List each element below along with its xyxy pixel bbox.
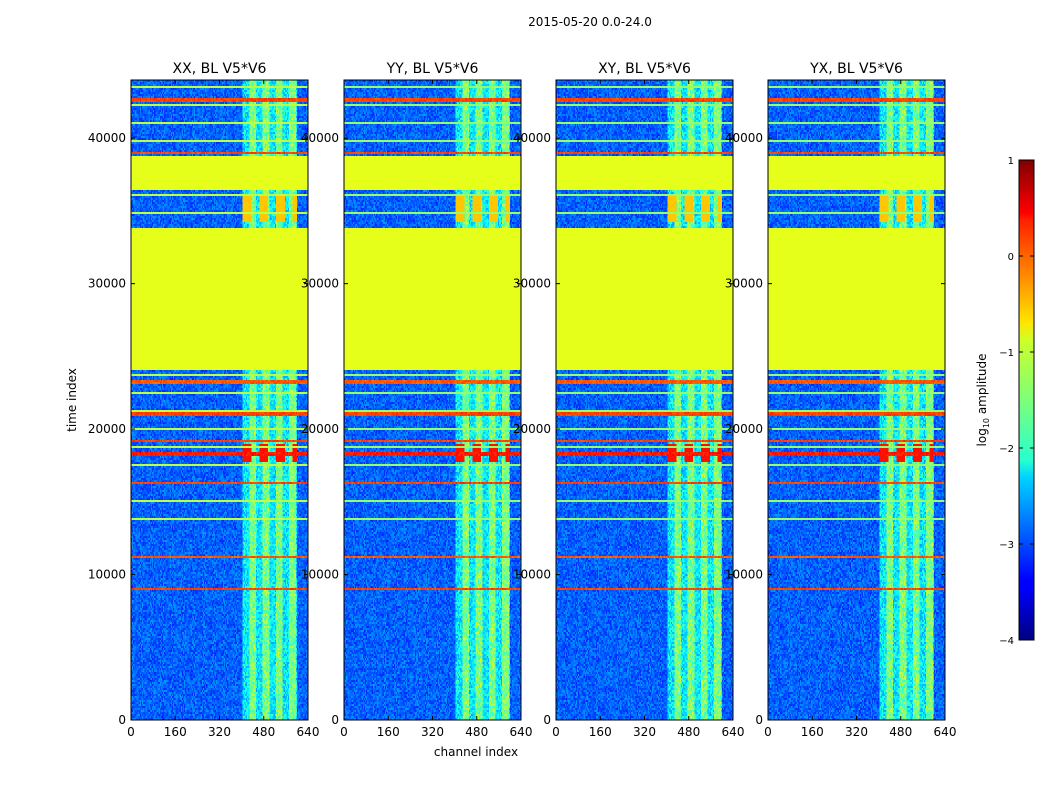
y-tick-label: 10000 [513,568,551,582]
y-axis-label: time index [65,368,79,432]
y-tick-label: 0 [543,713,551,727]
heatmap-yy [344,80,521,720]
x-tick-label: 320 [845,725,868,739]
y-tick-label: 30000 [88,277,126,291]
panel-yy: YY, BL V5*V6 0 160 320 480 640 0 10000 20000 3000… [301,61,533,739]
panel-xx: XX, BL V5*V6 0 160 320 480 640 0 10000 20000 3000… [88,61,320,739]
y-tick-label: 0 [755,713,763,727]
x-tick-label: 640 [722,725,745,739]
colorbar-tick-label: 0 [1008,252,1014,263]
figure-title: 2015-05-20 0.0-24.0 [528,15,652,29]
colorbar-label-rest: amplitude [975,354,989,418]
x-tick-label: 320 [633,725,656,739]
y-tick-label: 40000 [301,131,339,145]
x-tick-label: 160 [377,725,400,739]
y-tick-label: 0 [118,713,126,727]
x-tick-label: 0 [340,725,348,739]
colorbar-tick-label: −1 [999,348,1014,359]
panel-title: XY, BL V5*V6 [598,61,691,77]
panel-title: YX, BL V5*V6 [809,61,903,77]
y-tick-label: 10000 [301,568,339,582]
colorbar-gradient [1018,159,1035,641]
y-tick-label: 40000 [88,131,126,145]
y-tick-label: 20000 [301,422,339,436]
panel-xy: XY, BL V5*V6 0 160 320 480 640 0 10000 20000 3000… [513,61,745,739]
x-tick-label: 0 [764,725,772,739]
x-tick-label: 640 [934,725,957,739]
x-tick-label: 0 [127,725,135,739]
colorbar-label-main: log [975,428,989,446]
x-tick-label: 160 [164,725,187,739]
y-tick-label: 40000 [513,131,551,145]
colorbar: 10−1−2−3−4 log10 amplitude [975,156,1035,647]
y-tick-label: 30000 [725,277,763,291]
y-tick-label: 30000 [513,277,551,291]
x-tick-label: 480 [677,725,700,739]
x-tick-label: 0 [552,725,560,739]
panel-yx: YX, BL V5*V6 0 160 320 480 640 0 10000 20000 3000… [725,61,957,739]
x-axis-label: channel index [434,745,518,759]
x-tick-label: 160 [801,725,824,739]
colorbar-label: log10 amplitude [975,354,991,447]
x-tick-label: 480 [465,725,488,739]
heatmap-yx [768,80,945,720]
y-tick-label: 10000 [88,568,126,582]
y-tick-label: 0 [331,713,339,727]
x-tick-label: 320 [421,725,444,739]
x-tick-label: 320 [208,725,231,739]
panel-title: XX, BL V5*V6 [173,61,267,77]
y-tick-label: 20000 [725,422,763,436]
colorbar-tick-label: −2 [999,444,1014,455]
y-tick-label: 20000 [513,422,551,436]
panels: XX, BL V5*V6 0 160 320 480 640 0 10000 20000 3000… [88,61,957,739]
x-tick-label: 480 [252,725,275,739]
heatmap-xy [556,80,733,720]
heatmap-xx [131,80,308,720]
y-tick-label: 30000 [301,277,339,291]
colorbar-tick-label: 1 [1008,156,1014,167]
panel-title: YY, BL V5*V6 [386,61,479,77]
colorbar-ticks: 1 0 −1 −2 −3 −4 [999,156,1034,647]
y-tick-label: 20000 [88,422,126,436]
colorbar-tick-label: −3 [999,540,1014,551]
x-tick-label: 640 [297,725,320,739]
y-tick-label: 40000 [725,131,763,145]
y-tick-label: 10000 [725,568,763,582]
x-tick-label: 160 [589,725,612,739]
x-tick-label: 480 [889,725,912,739]
colorbar-tick-label: −4 [999,636,1014,647]
colorbar-label-sub: 10 [982,418,991,428]
x-tick-label: 640 [510,725,533,739]
